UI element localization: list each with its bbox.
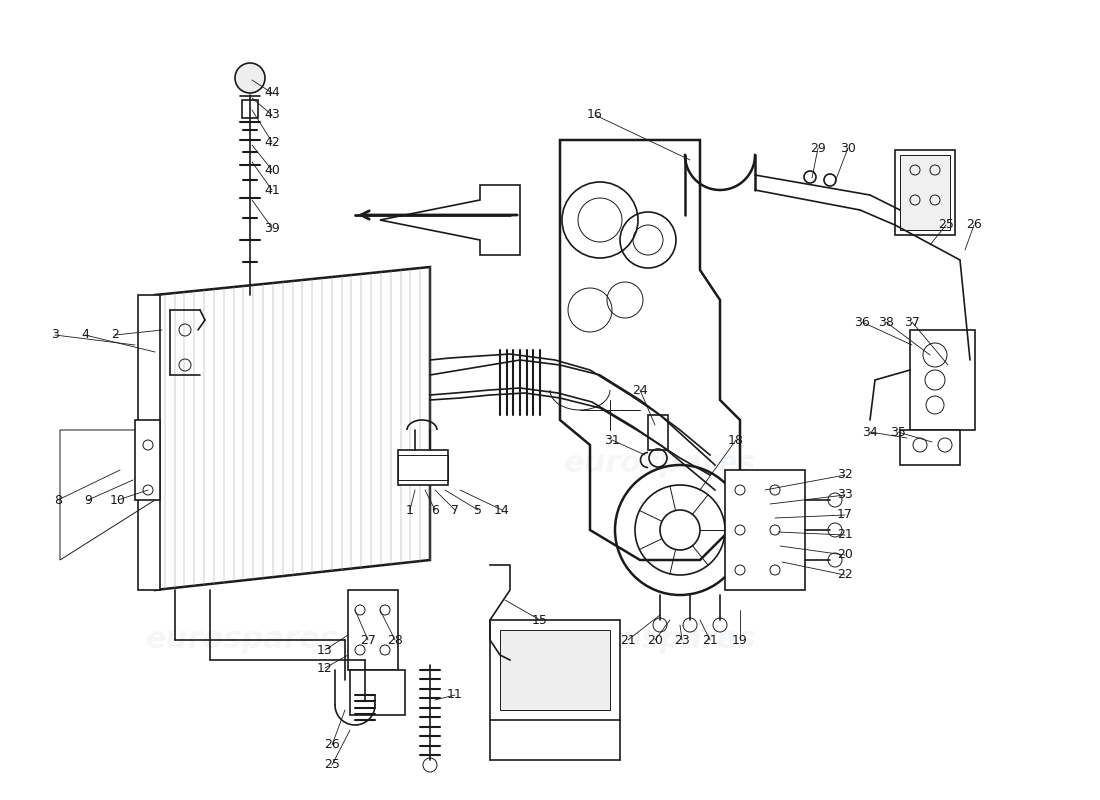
Text: 35: 35 xyxy=(890,426,906,438)
Text: 26: 26 xyxy=(324,738,340,751)
Text: 25: 25 xyxy=(324,758,340,771)
Bar xyxy=(900,155,950,230)
Text: 14: 14 xyxy=(494,503,510,517)
Text: 23: 23 xyxy=(674,634,690,646)
Bar xyxy=(398,455,448,480)
Bar xyxy=(398,450,448,485)
Polygon shape xyxy=(155,267,430,590)
Text: 13: 13 xyxy=(317,643,333,657)
Text: 27: 27 xyxy=(360,634,376,646)
Bar xyxy=(725,470,805,590)
Text: 41: 41 xyxy=(264,183,279,197)
Text: eurospares: eurospares xyxy=(145,450,339,478)
Text: 25: 25 xyxy=(938,218,954,231)
Text: 40: 40 xyxy=(264,163,279,177)
Text: 11: 11 xyxy=(447,689,463,702)
Text: 16: 16 xyxy=(587,109,603,122)
Text: 9: 9 xyxy=(84,494,92,506)
Text: eurospares: eurospares xyxy=(563,626,757,654)
Text: 32: 32 xyxy=(837,469,852,482)
Bar xyxy=(350,670,405,715)
Text: 4: 4 xyxy=(81,329,89,342)
Text: 1: 1 xyxy=(406,503,414,517)
Circle shape xyxy=(235,63,265,93)
Text: 2: 2 xyxy=(111,329,119,342)
Bar xyxy=(490,620,620,720)
Text: 18: 18 xyxy=(728,434,744,446)
Text: 29: 29 xyxy=(810,142,826,154)
Text: 12: 12 xyxy=(317,662,333,674)
Text: 34: 34 xyxy=(862,426,878,438)
Text: 21: 21 xyxy=(620,634,636,646)
Text: 37: 37 xyxy=(904,315,920,329)
Text: 39: 39 xyxy=(264,222,279,234)
Text: 21: 21 xyxy=(837,529,852,542)
Text: eurospares: eurospares xyxy=(563,450,757,478)
Text: 44: 44 xyxy=(264,86,279,99)
Text: 7: 7 xyxy=(451,503,459,517)
Text: 10: 10 xyxy=(110,494,125,506)
Bar xyxy=(500,630,610,710)
Text: 22: 22 xyxy=(837,569,852,582)
Text: 5: 5 xyxy=(474,503,482,517)
Text: 8: 8 xyxy=(54,494,62,506)
Bar xyxy=(648,415,668,450)
Text: 43: 43 xyxy=(264,109,279,122)
Text: 30: 30 xyxy=(840,142,856,154)
Bar xyxy=(138,295,160,590)
Text: eurospares: eurospares xyxy=(145,626,339,654)
Text: 19: 19 xyxy=(733,634,748,646)
Text: 15: 15 xyxy=(532,614,548,626)
Text: 38: 38 xyxy=(878,315,894,329)
Text: 21: 21 xyxy=(702,634,718,646)
Text: 24: 24 xyxy=(632,383,648,397)
Bar xyxy=(910,330,975,430)
Text: 20: 20 xyxy=(647,634,663,646)
Text: 6: 6 xyxy=(431,503,439,517)
Text: 20: 20 xyxy=(837,549,852,562)
Text: 31: 31 xyxy=(604,434,620,446)
Bar xyxy=(900,430,960,465)
Bar xyxy=(135,420,160,500)
Bar xyxy=(242,100,258,118)
Text: 17: 17 xyxy=(837,509,852,522)
Text: 28: 28 xyxy=(387,634,403,646)
Text: 26: 26 xyxy=(966,218,982,231)
Bar xyxy=(895,150,955,235)
Bar xyxy=(348,590,398,670)
Text: 33: 33 xyxy=(837,489,852,502)
Text: 42: 42 xyxy=(264,135,279,149)
Text: 36: 36 xyxy=(854,315,870,329)
Text: 3: 3 xyxy=(51,329,59,342)
